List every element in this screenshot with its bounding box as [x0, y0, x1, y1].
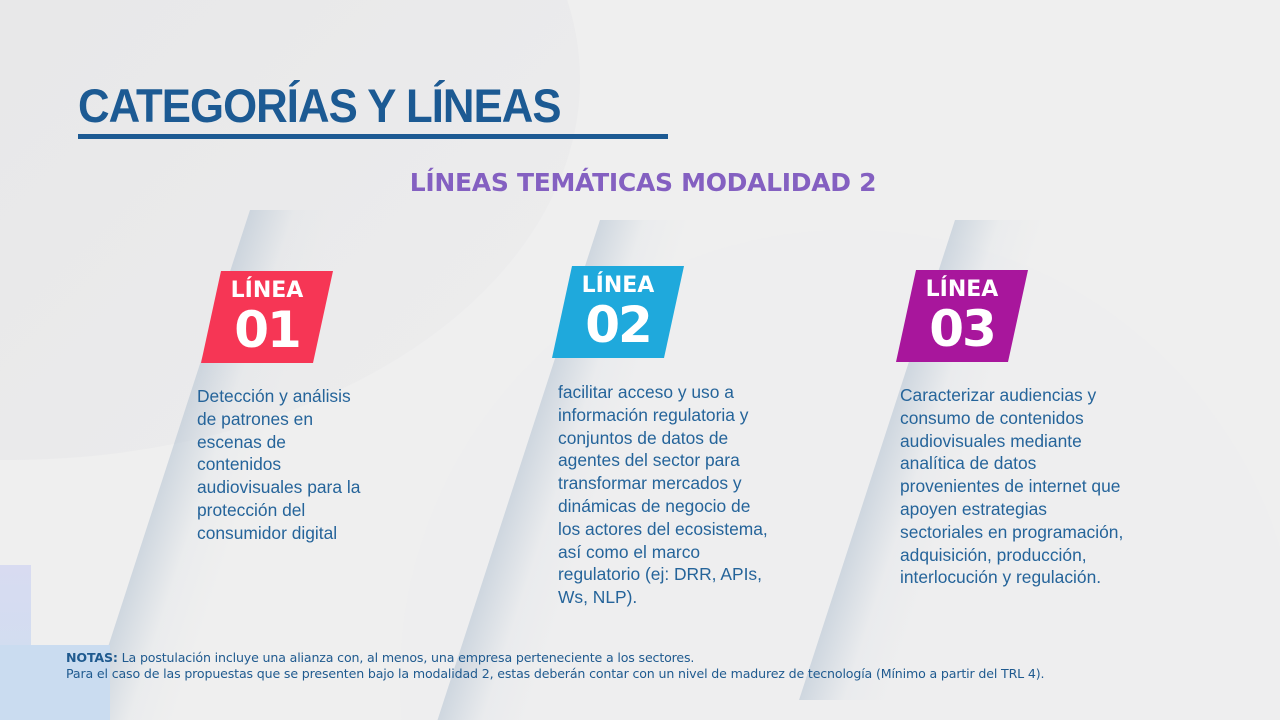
title-underline — [78, 134, 668, 139]
badge-text: LÍNEA 02 — [552, 266, 684, 358]
badge-number: 02 — [585, 296, 653, 354]
line-description-03: Caracterizar audiencias y consumo de con… — [900, 385, 1124, 588]
page-subtitle: LÍNEAS TEMÁTICAS MODALIDAD 2 — [409, 168, 877, 197]
corner-accent-block — [0, 645, 110, 720]
notes-line-1: NOTAS: La postulación incluye una alianz… — [66, 650, 1044, 666]
badge-number: 01 — [234, 301, 302, 359]
badge-text: LÍNEA 01 — [201, 271, 333, 363]
line-description-01: Detección y análisis de patrones en esce… — [197, 386, 361, 543]
badge-parallelogram — [201, 271, 333, 363]
notes-section: NOTAS: La postulación incluye una alianz… — [66, 650, 1045, 682]
badge-label: LÍNEA — [581, 273, 655, 298]
line-badge-03: LÍNEA 03 — [896, 270, 1028, 362]
notes-text-1: La postulación incluye una alianza con, … — [117, 650, 695, 665]
title-container: CATEGORÍAS Y LÍNEAS — [78, 80, 597, 132]
badge-parallelogram — [896, 270, 1028, 362]
line-description-02: facilitar acceso y uso a información reg… — [558, 382, 768, 608]
notes-label: NOTAS: — [66, 650, 118, 665]
notes-line-2: Para el caso de las propuestas que se pr… — [66, 666, 1045, 681]
line-badge-01: LÍNEA 01 — [201, 271, 333, 363]
badge-parallelogram — [552, 266, 684, 358]
badge-label: LÍNEA — [230, 278, 304, 303]
page-title: CATEGORÍAS Y LÍNEAS — [78, 79, 562, 132]
badge-text: LÍNEA 03 — [896, 270, 1028, 362]
badge-number: 03 — [929, 300, 997, 358]
badge-label: LÍNEA — [925, 277, 999, 302]
line-badge-02: LÍNEA 02 — [552, 266, 684, 358]
